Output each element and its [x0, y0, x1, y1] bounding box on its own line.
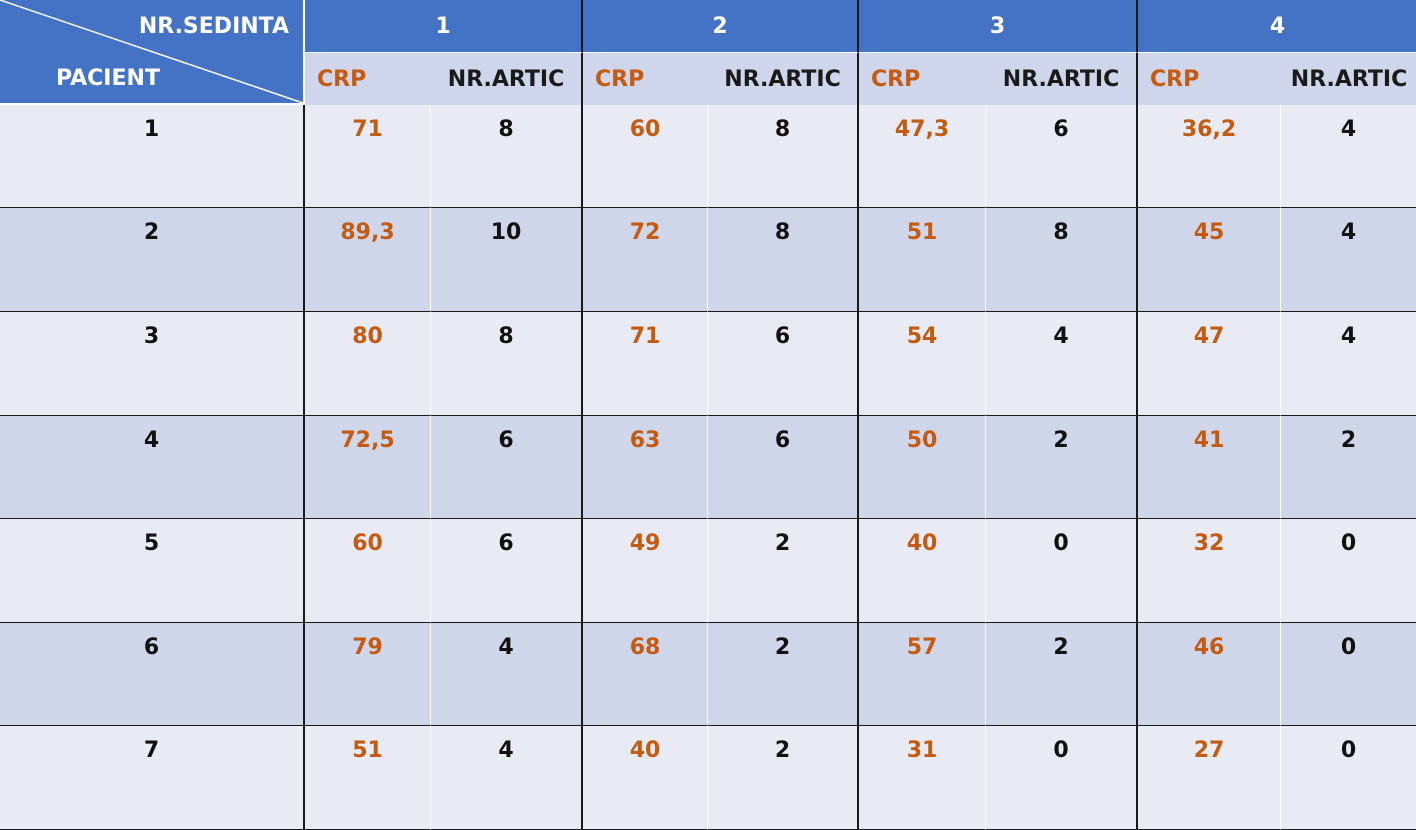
artic-value-cell: 10 — [431, 208, 583, 312]
patient-cell: 6 — [0, 623, 305, 726]
patient-cell: 5 — [0, 519, 305, 623]
patient-cell: 4 — [0, 416, 305, 519]
crp-value-cell: 47,3 — [859, 105, 986, 208]
session-axis-label: NR.SEDINTA — [138, 14, 289, 39]
artic-value-cell: 8 — [431, 312, 583, 416]
artic-value-cell: 6 — [708, 416, 859, 519]
artic-value-cell: 4 — [431, 726, 583, 830]
artic-value-cell: 4 — [431, 623, 583, 726]
crp-value-cell: 32 — [1138, 519, 1281, 623]
crp-value-cell: 27 — [1138, 726, 1281, 830]
crp-value-cell: 40 — [859, 519, 986, 623]
artic-value-cell: 4 — [986, 312, 1138, 416]
patient-cell: 1 — [0, 105, 305, 208]
patient-axis-label: PACIENT — [56, 66, 160, 91]
crp-value-cell: 79 — [305, 623, 431, 726]
artic-value-cell: 2 — [708, 519, 859, 623]
crp-value-cell: 49 — [583, 519, 708, 623]
crp-value-cell: 63 — [583, 416, 708, 519]
artic-value-cell: 0 — [1281, 623, 1416, 726]
crp-value-cell: 45 — [1138, 208, 1281, 312]
crp-column-header: CRP — [1138, 52, 1281, 105]
crp-value-cell: 71 — [583, 312, 708, 416]
patient-cell: 3 — [0, 312, 305, 416]
crp-value-cell: 72,5 — [305, 416, 431, 519]
crp-value-cell: 40 — [583, 726, 708, 830]
session-header-1: 1 — [305, 0, 583, 52]
artic-value-cell: 8 — [708, 105, 859, 208]
crp-value-cell: 72 — [583, 208, 708, 312]
crp-value-cell: 54 — [859, 312, 986, 416]
artic-value-cell: 8 — [431, 105, 583, 208]
artic-value-cell: 2 — [1281, 416, 1416, 519]
artic-value-cell: 2 — [986, 623, 1138, 726]
patient-cell: 2 — [0, 208, 305, 312]
crp-value-cell: 60 — [583, 105, 708, 208]
crp-value-cell: 60 — [305, 519, 431, 623]
artic-column-header: NR.ARTIC — [708, 52, 859, 105]
session-header-3: 3 — [859, 0, 1138, 52]
artic-value-cell: 4 — [1281, 312, 1416, 416]
crp-column-header: CRP — [859, 52, 986, 105]
patient-cell: 7 — [0, 726, 305, 830]
corner-header-cell: NR.SEDINTA PACIENT — [0, 0, 305, 105]
crp-value-cell: 46 — [1138, 623, 1281, 726]
artic-value-cell: 8 — [708, 208, 859, 312]
crp-value-cell: 89,3 — [305, 208, 431, 312]
artic-value-cell: 2 — [708, 623, 859, 726]
crp-value-cell: 71 — [305, 105, 431, 208]
crp-value-cell: 51 — [305, 726, 431, 830]
artic-value-cell: 2 — [708, 726, 859, 830]
artic-value-cell: 6 — [986, 105, 1138, 208]
crp-column-header: CRP — [583, 52, 708, 105]
diagonal-divider — [0, 0, 304, 104]
artic-value-cell: 0 — [986, 726, 1138, 830]
artic-value-cell: 6 — [708, 312, 859, 416]
crp-value-cell: 57 — [859, 623, 986, 726]
artic-column-header: NR.ARTIC — [986, 52, 1138, 105]
artic-value-cell: 2 — [986, 416, 1138, 519]
crp-value-cell: 31 — [859, 726, 986, 830]
crp-column-header: CRP — [305, 52, 431, 105]
crp-value-cell: 68 — [583, 623, 708, 726]
crp-value-cell: 51 — [859, 208, 986, 312]
session-header-4: 4 — [1138, 0, 1416, 52]
artic-value-cell: 6 — [431, 519, 583, 623]
crp-value-cell: 80 — [305, 312, 431, 416]
artic-value-cell: 6 — [431, 416, 583, 519]
crp-value-cell: 47 — [1138, 312, 1281, 416]
session-header-2: 2 — [583, 0, 859, 52]
artic-value-cell: 4 — [1281, 208, 1416, 312]
crp-value-cell: 36,2 — [1138, 105, 1281, 208]
artic-value-cell: 0 — [1281, 519, 1416, 623]
artic-value-cell: 8 — [986, 208, 1138, 312]
artic-value-cell: 0 — [986, 519, 1138, 623]
crp-value-cell: 41 — [1138, 416, 1281, 519]
artic-value-cell: 0 — [1281, 726, 1416, 830]
artic-column-header: NR.ARTIC — [431, 52, 583, 105]
crp-value-cell: 50 — [859, 416, 986, 519]
artic-column-header: NR.ARTIC — [1281, 52, 1416, 105]
artic-value-cell: 4 — [1281, 105, 1416, 208]
